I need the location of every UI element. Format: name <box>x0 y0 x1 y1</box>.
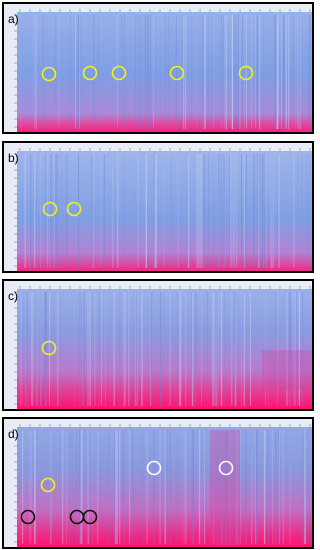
highlight-circle <box>146 460 162 476</box>
highlight-circle <box>111 65 127 81</box>
freq-axis <box>3 418 17 548</box>
highlight-circle <box>20 509 36 525</box>
freq-axis <box>3 3 17 133</box>
highlight-circle <box>82 65 98 81</box>
panel-label: a) <box>8 12 19 26</box>
highlight-circle <box>42 201 58 217</box>
time-axis <box>3 418 313 427</box>
spectrogram-panel: a) <box>2 2 314 134</box>
highlight-circle <box>238 65 254 81</box>
panel-border <box>2 417 314 549</box>
highlight-circle <box>169 65 185 81</box>
panel-border <box>2 141 314 273</box>
time-axis <box>3 142 313 151</box>
panel-border <box>2 279 314 411</box>
panel-label: b) <box>8 151 19 165</box>
panel-label: c) <box>8 289 18 303</box>
time-axis <box>3 3 313 12</box>
hot-band <box>262 350 312 390</box>
panels: a) b) c) d) <box>2 2 314 549</box>
highlight-circle <box>82 509 98 525</box>
spectrogram-panel: c) <box>2 279 314 411</box>
highlight-circle <box>218 460 234 476</box>
spectrogram-panel: d) <box>2 417 314 549</box>
panel-border <box>2 2 314 134</box>
freq-axis <box>3 280 17 410</box>
highlight-circle <box>41 66 57 82</box>
hot-band <box>210 430 240 546</box>
highlight-circle <box>40 477 56 493</box>
spectrogram <box>3 142 313 272</box>
highlight-circle <box>66 201 82 217</box>
highlight-circle <box>41 340 57 356</box>
panel-label: d) <box>8 427 19 441</box>
spectrogram <box>3 3 313 133</box>
time-axis <box>3 280 313 289</box>
spectrogram-panel: b) <box>2 141 314 273</box>
spectrogram <box>3 418 313 548</box>
freq-axis <box>3 142 17 272</box>
